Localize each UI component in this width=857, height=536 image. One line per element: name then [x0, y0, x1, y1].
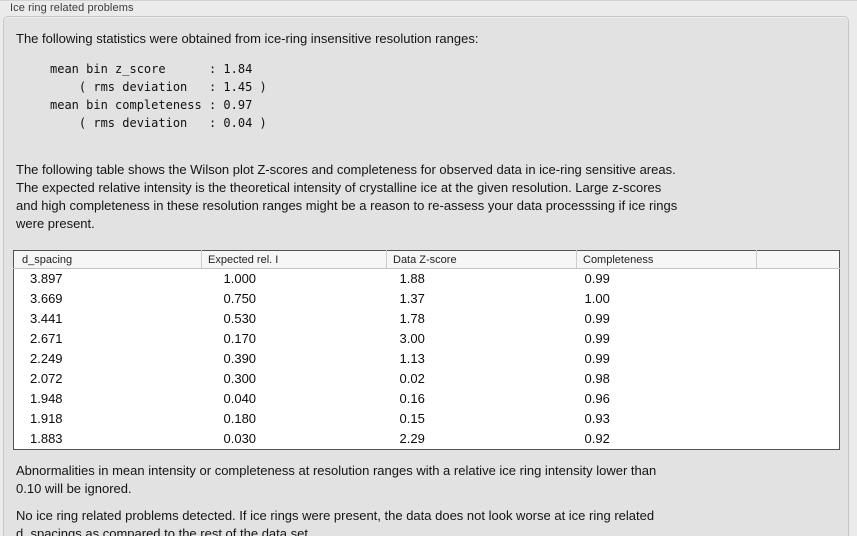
- cell-completeness: 0.99: [584, 271, 610, 286]
- cell-filler: [757, 409, 840, 429]
- cell-completeness: 0.93: [584, 411, 610, 426]
- cell-data-z-score: 1.13: [399, 351, 425, 366]
- cell-data-z-score: 1.37: [399, 291, 425, 306]
- column-header-completeness[interactable]: Completeness: [576, 250, 757, 269]
- column-header-data-z-score[interactable]: Data Z-score: [386, 250, 577, 269]
- cell-expected-rel-i: 0.300: [223, 371, 257, 386]
- cell-completeness: 0.96: [584, 391, 610, 406]
- cell-filler: [757, 289, 840, 309]
- column-header-d-spacing[interactable]: d_spacing: [13, 250, 202, 269]
- cell-d-spacing: 2.671: [30, 331, 63, 346]
- cell-data-z-score: 1.88: [399, 271, 425, 286]
- cell-data-z-score: 1.78: [399, 311, 425, 326]
- ice-ring-panel: The following statistics were obtained f…: [3, 16, 849, 536]
- cell-expected-rel-i: 0.180: [223, 411, 257, 426]
- cell-d-spacing: 1.883: [30, 431, 63, 446]
- intro-text: The following statistics were obtained f…: [16, 31, 479, 46]
- cell-expected-rel-i: 0.040: [223, 391, 257, 406]
- cell-d-spacing: 3.897: [30, 271, 63, 286]
- window-top-edge: [0, 0, 857, 1]
- table-header-row: d_spacing Expected rel. I Data Z-score Comp…: [13, 250, 840, 269]
- cell-data-z-score: 2.29: [399, 431, 425, 446]
- column-header-expected-rel-i[interactable]: Expected rel. I: [201, 250, 387, 269]
- cell-d-spacing: 2.072: [30, 371, 63, 386]
- table-row[interactable]: 3.897 1.000 1.88 0.99: [14, 269, 840, 290]
- cell-d-spacing: 1.948: [30, 391, 63, 406]
- cell-expected-rel-i: 0.750: [223, 291, 257, 306]
- ice-ring-table[interactable]: d_spacing Expected rel. I Data Z-score Comp…: [13, 250, 840, 450]
- cell-expected-rel-i: 0.170: [223, 331, 257, 346]
- cell-filler: [757, 429, 840, 450]
- cell-expected-rel-i: 0.390: [223, 351, 257, 366]
- cell-completeness: 0.99: [584, 351, 610, 366]
- cell-data-z-score: 3.00: [399, 331, 425, 346]
- cell-expected-rel-i: 1.000: [223, 271, 257, 286]
- cell-data-z-score: 0.16: [399, 391, 425, 406]
- cell-data-z-score: 0.15: [399, 411, 425, 426]
- table-row[interactable]: 3.669 0.750 1.37 1.00: [14, 289, 840, 309]
- cell-filler: [757, 329, 840, 349]
- cell-completeness: 0.99: [584, 331, 610, 346]
- cell-data-z-score: 0.02: [399, 371, 425, 386]
- table-row[interactable]: 2.249 0.390 1.13 0.99: [14, 349, 840, 369]
- cell-filler: [757, 269, 840, 290]
- cell-d-spacing: 3.669: [30, 291, 63, 306]
- cell-filler: [757, 369, 840, 389]
- table-row[interactable]: 3.441 0.530 1.78 0.99: [14, 309, 840, 329]
- cell-expected-rel-i: 0.530: [223, 311, 257, 326]
- cell-d-spacing: 3.441: [30, 311, 63, 326]
- stats-block: mean bin z_score : 1.84 ( rms deviation …: [50, 62, 267, 130]
- cell-d-spacing: 1.918: [30, 411, 63, 426]
- cell-d-spacing: 2.249: [30, 351, 63, 366]
- cell-completeness: 0.98: [584, 371, 610, 386]
- table-row[interactable]: 2.671 0.170 3.00 0.99: [14, 329, 840, 349]
- note-text: Abnormalities in mean intensity or compl…: [16, 463, 657, 496]
- description-text: The following table shows the Wilson plo…: [16, 162, 678, 231]
- cell-filler: [757, 349, 840, 369]
- cell-completeness: 0.99: [584, 311, 610, 326]
- cell-completeness: 1.00: [584, 291, 610, 306]
- cell-expected-rel-i: 0.030: [223, 431, 257, 446]
- cell-filler: [757, 309, 840, 329]
- column-header-filler[interactable]: [756, 250, 840, 269]
- groupbox-title: Ice ring related problems: [10, 2, 134, 14]
- table-header: d_spacing Expected rel. I Data Z-score Comp…: [13, 250, 840, 269]
- table-row[interactable]: 2.072 0.300 0.02 0.98: [14, 369, 840, 389]
- cell-completeness: 0.92: [584, 431, 610, 446]
- table-row[interactable]: 1.918 0.180 0.15 0.93: [14, 409, 840, 429]
- table-row[interactable]: 1.883 0.030 2.29 0.92: [14, 429, 840, 450]
- conclusion-text: No ice ring related problems detected. I…: [16, 508, 655, 536]
- table-body: 3.897 1.000 1.88 0.99 3.669 0.750 1.37 1.00 3.44…: [14, 269, 840, 450]
- table-row[interactable]: 1.948 0.040 0.16 0.96: [14, 389, 840, 409]
- cell-filler: [757, 389, 840, 409]
